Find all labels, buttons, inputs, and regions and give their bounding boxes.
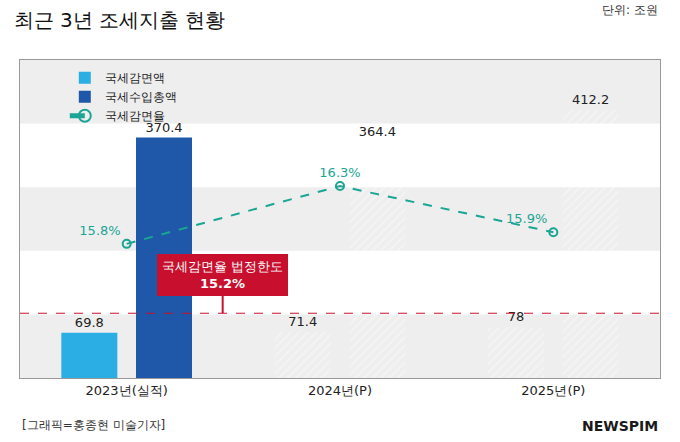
svg-text:16.3%: 16.3%: [319, 165, 360, 180]
svg-text:2023년(실적): 2023년(실적): [86, 383, 168, 398]
svg-text:69.8: 69.8: [75, 315, 104, 330]
svg-text:71.4: 71.4: [288, 314, 317, 329]
svg-text:NEWSPIM: NEWSPIM: [582, 418, 658, 434]
svg-text:최근 3년 조세지출 현황: 최근 3년 조세지출 현황: [14, 8, 226, 32]
svg-text:15.9%: 15.9%: [506, 211, 547, 226]
svg-text:국세감면율 법정한도15.2%: 국세감면율 법정한도15.2%: [162, 259, 283, 291]
svg-text:370.4: 370.4: [145, 119, 183, 135]
svg-text:364.4: 364.4: [359, 124, 396, 139]
svg-text:단위: 조원: 단위: 조원: [602, 3, 658, 17]
svg-text:2024년(P): 2024년(P): [308, 383, 372, 398]
svg-text:[그래픽=홍종현 미술기자]: [그래픽=홍종현 미술기자]: [22, 418, 165, 432]
svg-text:78: 78: [508, 309, 525, 324]
svg-text:15.8%: 15.8%: [79, 223, 120, 238]
svg-text:국세수입총액: 국세수입총액: [105, 90, 177, 104]
svg-text:412.2: 412.2: [572, 92, 609, 107]
svg-text:국세감면율: 국세감면율: [105, 109, 165, 123]
svg-text:국세감면액: 국세감면액: [105, 71, 165, 85]
svg-text:2025년(P): 2025년(P): [521, 383, 585, 398]
